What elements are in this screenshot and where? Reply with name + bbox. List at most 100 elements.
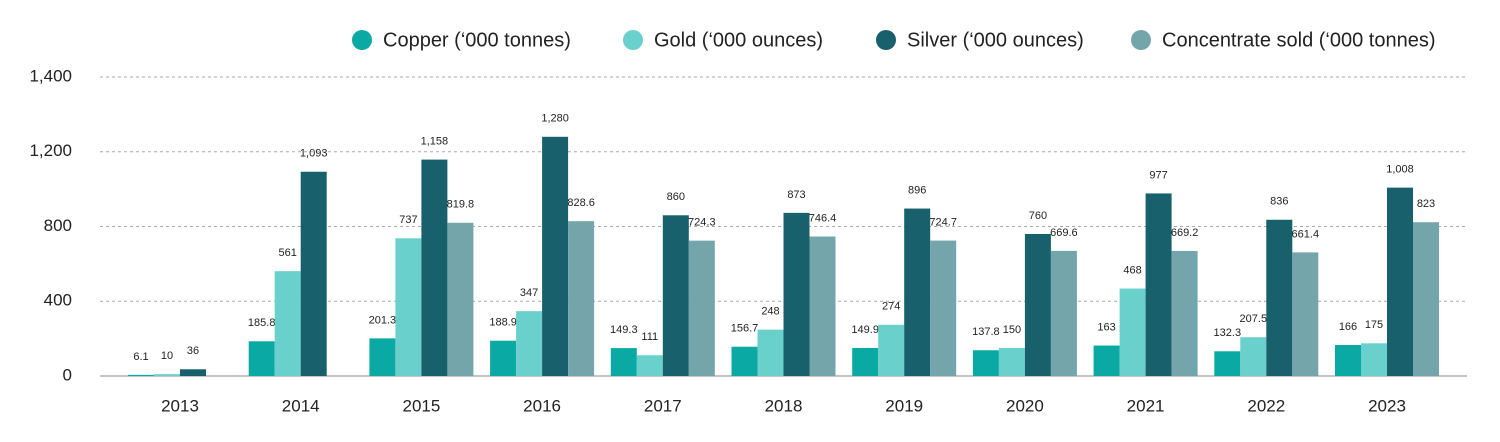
y-tick-label: 1,400 bbox=[29, 66, 72, 85]
bar bbox=[369, 338, 396, 376]
bar bbox=[1050, 250, 1077, 376]
bar bbox=[688, 240, 715, 376]
y-tick-label: 0 bbox=[63, 365, 72, 384]
x-tick-label: 2023 bbox=[1368, 396, 1406, 415]
bar bbox=[154, 374, 180, 376]
bar bbox=[930, 240, 957, 376]
bar bbox=[1361, 343, 1387, 376]
value-label: 274 bbox=[882, 301, 900, 313]
value-label: 1,280 bbox=[541, 113, 569, 125]
bar bbox=[1292, 252, 1319, 376]
bar bbox=[395, 238, 422, 376]
bar bbox=[1145, 193, 1172, 376]
bar bbox=[248, 341, 275, 376]
value-label: 737 bbox=[399, 214, 417, 226]
x-tick-label: 2015 bbox=[402, 396, 440, 415]
bar bbox=[128, 374, 154, 376]
bar bbox=[852, 347, 879, 376]
x-tick-label: 2014 bbox=[282, 396, 320, 415]
value-label: 6.1 bbox=[133, 351, 148, 363]
x-tick-label: 2021 bbox=[1127, 396, 1165, 415]
x-tick-label: 2016 bbox=[523, 396, 561, 415]
bar bbox=[300, 171, 327, 376]
value-label: 828.6 bbox=[567, 197, 595, 209]
bar bbox=[542, 136, 569, 376]
bar bbox=[1266, 219, 1293, 376]
value-label: 860 bbox=[667, 191, 685, 203]
value-label: 724.7 bbox=[929, 216, 957, 228]
legend-swatch bbox=[1131, 30, 1151, 50]
value-label: 201.3 bbox=[369, 314, 397, 326]
value-label: 132.3 bbox=[1214, 327, 1242, 339]
x-tick-label: 2017 bbox=[644, 396, 682, 415]
bar bbox=[1240, 337, 1267, 376]
value-label: 137.8 bbox=[972, 326, 1000, 338]
bar bbox=[998, 347, 1025, 376]
bar bbox=[783, 212, 810, 376]
bar bbox=[516, 311, 543, 376]
value-label: 724.3 bbox=[688, 217, 716, 229]
x-tick-label: 2018 bbox=[765, 396, 803, 415]
bar bbox=[1093, 345, 1120, 376]
value-label: 185.8 bbox=[248, 317, 276, 329]
bar bbox=[636, 355, 663, 376]
bar bbox=[421, 159, 448, 376]
y-tick-label: 400 bbox=[44, 291, 72, 310]
bar bbox=[490, 340, 517, 376]
bar bbox=[1119, 288, 1146, 376]
value-label: 248 bbox=[761, 306, 779, 318]
bar bbox=[878, 324, 905, 376]
value-label: 347 bbox=[520, 287, 538, 299]
bar bbox=[1335, 344, 1361, 376]
value-label: 188.9 bbox=[489, 317, 517, 329]
bar bbox=[809, 236, 836, 376]
bar bbox=[568, 221, 595, 376]
value-label: 823 bbox=[1417, 198, 1435, 210]
bar bbox=[274, 271, 301, 376]
bar bbox=[972, 350, 999, 376]
value-label: 873 bbox=[787, 189, 805, 201]
bar bbox=[180, 369, 206, 376]
value-label: 896 bbox=[908, 184, 926, 196]
legend-swatch bbox=[876, 30, 896, 50]
legend-label: Silver (‘000 ounces) bbox=[907, 29, 1084, 51]
bar bbox=[731, 346, 758, 376]
bar bbox=[1024, 233, 1051, 376]
value-label: 150 bbox=[1003, 324, 1021, 336]
value-label: 149.3 bbox=[610, 324, 638, 336]
value-label: 1,158 bbox=[421, 136, 449, 148]
value-label: 977 bbox=[1149, 169, 1167, 181]
bar bbox=[1214, 351, 1241, 376]
bar bbox=[1387, 187, 1413, 376]
bar bbox=[757, 329, 784, 376]
value-label: 746.4 bbox=[809, 212, 837, 224]
x-tick-label: 2013 bbox=[161, 396, 199, 415]
value-label: 166 bbox=[1339, 321, 1357, 333]
y-tick-label: 800 bbox=[44, 216, 72, 235]
bar bbox=[662, 215, 689, 376]
value-label: 163 bbox=[1097, 321, 1115, 333]
value-label: 561 bbox=[279, 247, 297, 259]
value-label: 1,093 bbox=[300, 148, 328, 160]
value-label: 819.8 bbox=[447, 199, 475, 211]
y-tick-label: 1,200 bbox=[29, 141, 72, 160]
x-tick-label: 2020 bbox=[1006, 396, 1044, 415]
value-label: 760 bbox=[1029, 210, 1047, 222]
value-label: 836 bbox=[1270, 196, 1288, 208]
bar bbox=[1171, 250, 1198, 376]
bar bbox=[904, 208, 931, 376]
x-tick-label: 2022 bbox=[1247, 396, 1285, 415]
value-label: 1,008 bbox=[1386, 164, 1414, 176]
value-label: 175 bbox=[1365, 319, 1383, 331]
legend-label: Concentrate sold (‘000 tonnes) bbox=[1162, 29, 1436, 51]
bar bbox=[1413, 222, 1439, 376]
legend-swatch bbox=[623, 30, 643, 50]
legend-label: Copper (‘000 tonnes) bbox=[383, 29, 571, 51]
legend-label: Gold (‘000 ounces) bbox=[654, 29, 823, 51]
value-label: 669.2 bbox=[1171, 227, 1199, 239]
value-label: 111 bbox=[641, 331, 658, 343]
value-label: 36 bbox=[187, 345, 199, 357]
bar bbox=[610, 348, 637, 376]
value-label: 10 bbox=[161, 350, 173, 362]
